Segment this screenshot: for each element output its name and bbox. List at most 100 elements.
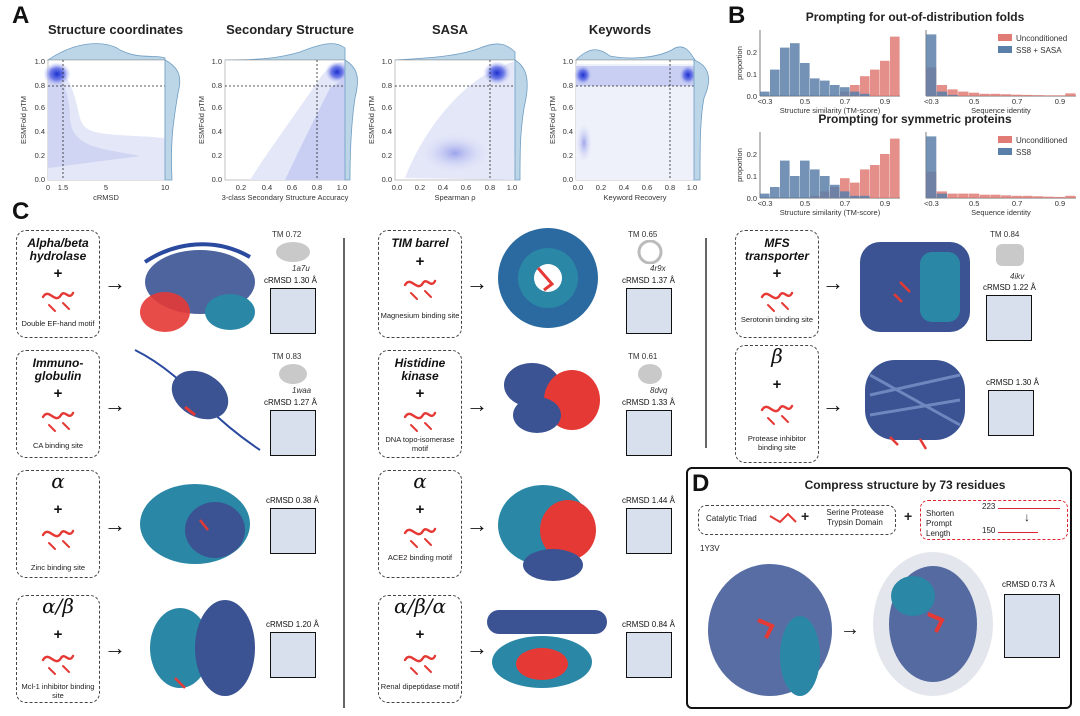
ytick: 0.1 xyxy=(747,172,757,181)
histogram-bar xyxy=(1065,93,1076,96)
plot-b2-title: Prompting for symmetric proteins xyxy=(818,112,1012,126)
column-separator xyxy=(705,238,707,448)
histogram-bar xyxy=(850,91,860,96)
histogram-bar xyxy=(830,85,840,96)
motif-label: Zinc binding site xyxy=(30,563,86,572)
plot-a3-density-peak xyxy=(483,61,511,85)
xtick: 0.2 xyxy=(415,183,425,192)
legend-swatch xyxy=(998,46,1012,53)
motif-structure xyxy=(41,411,75,433)
tm-score: TM 0.72 xyxy=(272,230,302,239)
histogram-bar xyxy=(936,193,948,198)
prompt-card-mfs-transporter: MFS transporter + Serotonin binding site xyxy=(735,230,819,338)
histogram-bar xyxy=(800,63,810,96)
motif-structure xyxy=(403,411,437,433)
motif-alignment-inset xyxy=(986,295,1032,341)
histogram-bar xyxy=(926,136,937,198)
ytick: 0.0 xyxy=(382,175,392,184)
xtick: 0.6 xyxy=(287,183,297,192)
motif-alignment-inset xyxy=(270,410,316,456)
histogram-bar xyxy=(800,160,810,198)
protein-structure xyxy=(865,360,965,450)
fold-name: Alpha/beta hydrolase xyxy=(27,236,89,263)
ytick: 0.4 xyxy=(563,127,573,136)
protein-structure xyxy=(140,242,255,332)
plot-a2-xlabel: 3-class Secondary Structure Accuracy xyxy=(222,193,349,202)
motif-label: CA binding site xyxy=(32,441,84,450)
plot-a2-title: Secondary Structure xyxy=(226,22,354,37)
histogram-bar xyxy=(790,176,800,198)
xtick: 0.5 xyxy=(800,97,810,106)
histogram-bar xyxy=(870,69,880,96)
length-from: 223 xyxy=(982,502,996,511)
histogram-bar xyxy=(968,193,980,198)
histogram-bar xyxy=(760,91,770,96)
plot-a3-xlabel: Spearman ρ xyxy=(435,193,476,202)
histogram-bar xyxy=(840,178,850,198)
plot-a1-density-peak xyxy=(43,62,71,86)
serine-protease-label: Serine Protease Trypsin Domain xyxy=(826,508,884,527)
protein-structure xyxy=(150,600,255,696)
panel-d-box xyxy=(686,467,1072,709)
histogram-bar xyxy=(1033,95,1044,96)
plot-a1-xlabel: cRMSD xyxy=(93,193,119,202)
shorten-prompt-box xyxy=(920,500,1068,540)
fold-name: TIM barrel xyxy=(391,236,449,250)
motif-alignment-inset xyxy=(1004,594,1060,658)
arrow-icon: → xyxy=(466,270,488,295)
ytick: 0.6 xyxy=(382,103,392,112)
ytick: 0.1 xyxy=(747,70,757,79)
motif-alignment-inset xyxy=(270,632,316,678)
histogram-bar xyxy=(810,169,820,198)
ytick: 0.8 xyxy=(35,81,45,90)
xtick: 0.4 xyxy=(619,183,629,192)
histogram-bar xyxy=(850,85,860,96)
xtick: 0.7 xyxy=(840,97,850,106)
motif-label: DNA topo-isomerase motif xyxy=(385,435,455,453)
plus-sign: + xyxy=(801,508,810,524)
ytick: 0.0 xyxy=(747,92,757,101)
ytick: 0.2 xyxy=(35,151,45,160)
histogram-bar xyxy=(820,176,830,198)
plot-a3-title: SASA xyxy=(431,22,469,37)
plot-a4-top-marginal xyxy=(575,46,696,61)
panel-a-density-plots: ESMFold pTM ESMFold pTM ESMFold pTM ESMF… xyxy=(19,43,709,202)
histogram-bar xyxy=(770,69,780,96)
y-axis-label: proportion xyxy=(735,46,744,80)
ytick: 0.6 xyxy=(212,103,222,112)
histogram-bar xyxy=(1054,196,1065,198)
y-axis-label: proportion xyxy=(735,148,744,182)
histogram-bar xyxy=(830,184,840,198)
down-arrow-icon: ↓ xyxy=(1024,510,1030,524)
xtick: 0.6 xyxy=(461,183,471,192)
arrow-icon: → xyxy=(466,392,488,417)
motif-label: Serotonin binding site xyxy=(740,315,814,324)
motif-label: ACE2 binding motif xyxy=(387,553,453,562)
x-axis-label: Sequence identity xyxy=(971,106,1031,115)
histogram-bar xyxy=(979,194,990,198)
motif-alignment-inset xyxy=(626,508,672,554)
ytick: 1.0 xyxy=(382,57,392,66)
plus-sign: + xyxy=(53,501,63,518)
legend-label: Unconditioned xyxy=(1016,34,1067,43)
panel-d-prompt-box xyxy=(698,505,896,535)
x-axis-label: Structure similarity (TM-score) xyxy=(780,106,881,115)
motif-structure xyxy=(41,291,75,313)
plot-a1-right-marginal xyxy=(164,59,181,181)
panel-a-letter: A xyxy=(12,2,30,29)
xtick: 0.2 xyxy=(236,183,246,192)
plot-a3-top-marginal xyxy=(394,43,516,61)
motif-alignment-inset xyxy=(270,508,316,554)
plot-a1 xyxy=(43,43,181,181)
xtick: 5 xyxy=(104,183,108,192)
xtick: 0.5 xyxy=(969,199,979,208)
xtick: <0.3 xyxy=(924,199,939,208)
arrow-icon: → xyxy=(104,635,126,660)
fold-name: α/β/α xyxy=(393,594,447,618)
ytick: 1.0 xyxy=(212,57,222,66)
motif-structure xyxy=(41,529,75,551)
fold-name: α/β xyxy=(42,594,74,618)
histogram-bar xyxy=(1001,195,1012,198)
ytick: 0.2 xyxy=(747,150,757,159)
histogram-bar xyxy=(1054,95,1065,96)
